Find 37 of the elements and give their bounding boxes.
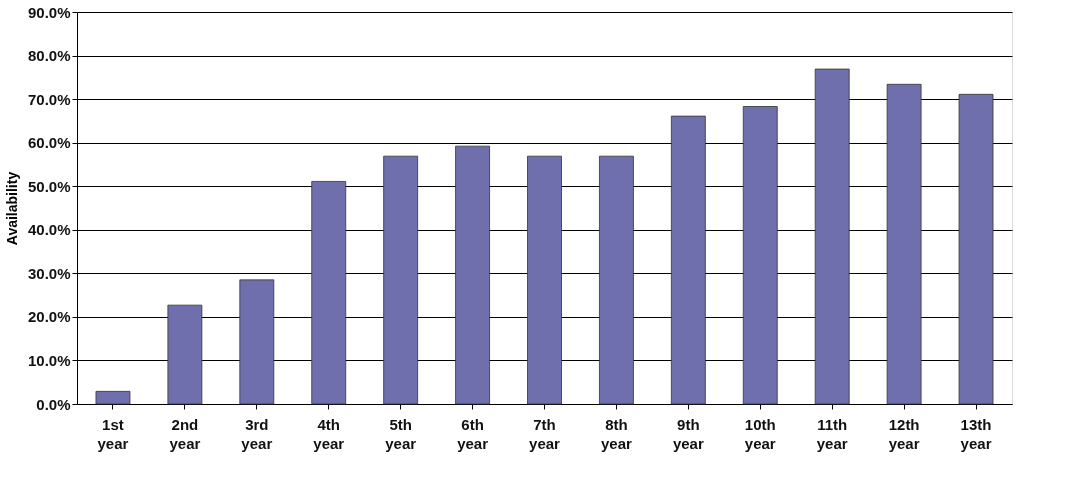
y-tick-label: 60.0% [27,134,71,152]
x-tick-label: 11th year [816,415,848,452]
bar [311,181,347,405]
y-tick-label: 90.0% [27,3,71,21]
bar [958,93,994,405]
x-tick-label: 2nd year [169,415,201,452]
bar [383,155,419,405]
bar [167,304,203,405]
bar [886,83,922,405]
bar [670,115,706,405]
y-tick-label: 40.0% [27,221,71,239]
y-tick-label: 10.0% [27,351,71,369]
x-tick-label: 1st year [97,415,129,452]
bar [742,106,778,405]
y-tick-label: 20.0% [27,308,71,326]
y-tick-label: 0.0% [36,395,71,413]
y-axis-title: Availability [3,171,20,246]
x-tick-label: 8th year [600,415,633,452]
y-tick-label: 30.0% [27,264,71,282]
bar [814,68,850,405]
bar [95,390,131,405]
bar [239,279,275,405]
x-tick-label: 12th year [888,415,920,452]
x-tick-label: 9th year [672,415,704,452]
y-tick-label: 70.0% [27,90,71,108]
y-tick-label: 50.0% [27,177,71,195]
x-tick-label: 7th year [529,415,561,452]
bar [599,155,634,405]
x-tick-label: 6th year [457,415,489,452]
x-tick-label: 3rd year [241,415,273,452]
y-tick-label: 80.0% [27,47,71,65]
bar [455,145,490,405]
x-tick-label: 4th year [313,415,345,452]
x-tick-label: 10th year [744,415,776,452]
bar [527,155,562,405]
x-tick-label: 5th year [385,415,417,452]
x-tick-label: 13th year [960,415,992,452]
